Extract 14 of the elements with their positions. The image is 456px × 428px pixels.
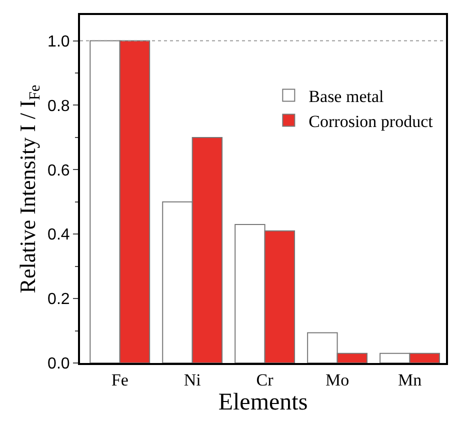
x-tick-label: Mo [325,370,350,390]
x-tick-label: Ni [184,370,202,390]
x-tick-label: Mn [398,370,422,390]
x-axis-title: Elements [218,389,308,416]
y-tick-label: 1.0 [48,33,70,50]
y-tick-label: 0.8 [48,98,70,115]
y-tick-label: 0.6 [48,162,70,180]
legend-label: Corrosion product [308,112,434,131]
x-tick-label: Cr [256,370,274,390]
y-tick-label: 0.0 [48,356,70,373]
x-tick-label: Fe [111,370,128,390]
y-tick-label: 0.4 [48,226,70,244]
y-tick-label: 0.2 [48,291,70,308]
legend-label: Base metal [308,86,384,106]
